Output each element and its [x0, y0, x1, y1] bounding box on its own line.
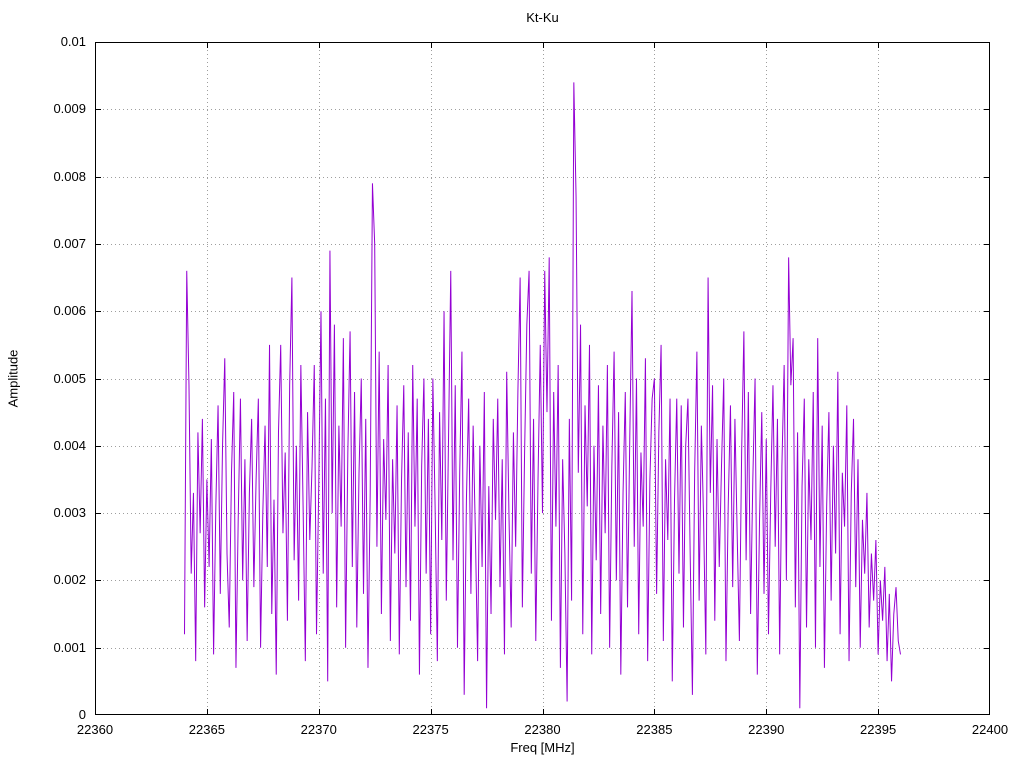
plot-area — [95, 42, 990, 715]
y-tick-label: 0.004 — [53, 437, 86, 453]
x-tick-label: 22400 — [971, 722, 1009, 737]
y-tick-label: 0.01 — [60, 34, 86, 49]
x-tick-label: 22380 — [524, 722, 561, 737]
y-tick-label: 0.007 — [53, 235, 86, 251]
x-tick-label: 22390 — [748, 722, 785, 737]
x-tick-label: 22365 — [188, 722, 225, 737]
y-tick-label: 0.008 — [53, 168, 86, 184]
y-tick-label: 0.005 — [53, 370, 86, 386]
x-axis-label: Freq [MHz] — [510, 740, 575, 755]
x-tick-label: 22370 — [300, 722, 337, 737]
x-tick-label: 22385 — [636, 722, 673, 737]
x-tick-label: 22395 — [860, 722, 897, 737]
chart-title: Kt-Ku — [526, 10, 559, 25]
y-tick-label: 0.002 — [53, 572, 86, 588]
x-tick-label: 22360 — [76, 722, 114, 737]
y-tick-label: 0.003 — [53, 505, 86, 521]
series-line — [184, 82, 901, 709]
x-tick-label: 22375 — [412, 722, 449, 737]
y-tick-label: 0.009 — [53, 101, 86, 117]
y-tick-label: 0.001 — [53, 639, 86, 655]
y-tick-label: 0.006 — [53, 303, 86, 319]
y-tick-label: 0 — [78, 707, 86, 722]
plot-border — [95, 42, 990, 715]
y-axis-label: Amplitude — [5, 349, 21, 408]
